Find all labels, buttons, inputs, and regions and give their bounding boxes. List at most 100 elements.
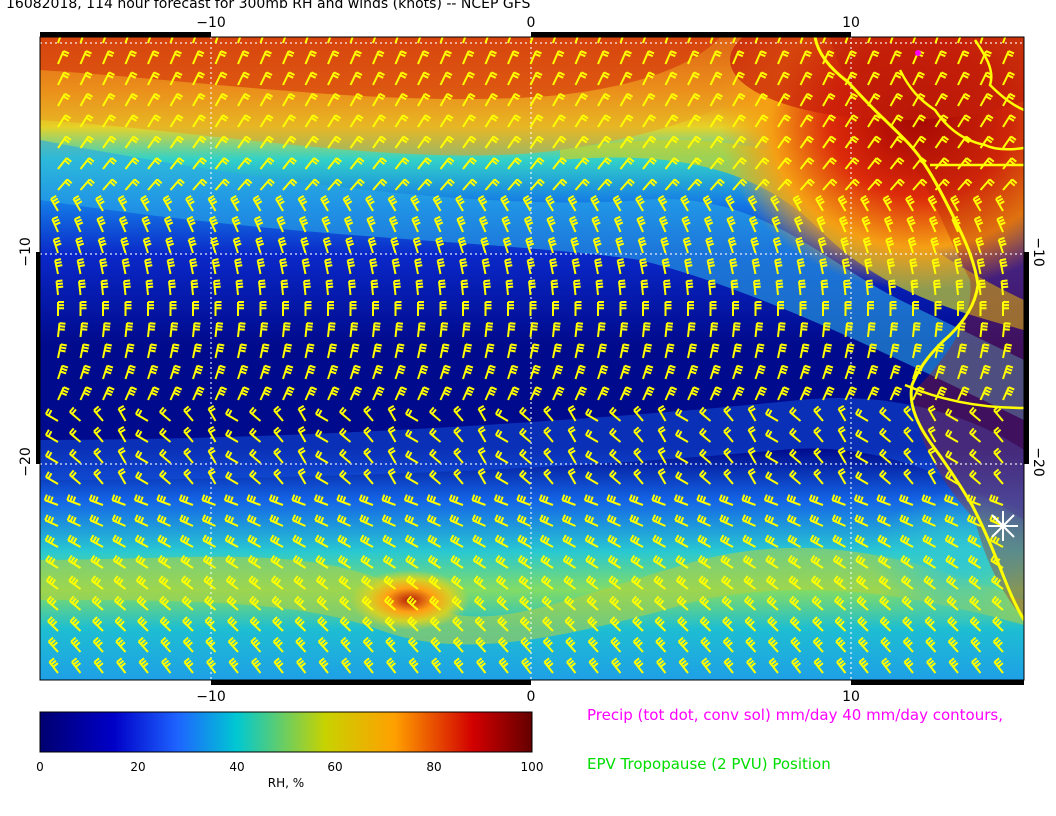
wind-barb (341, 657, 352, 674)
wind-barb (327, 37, 332, 44)
wind-barb (765, 471, 779, 485)
wind-barb (950, 195, 960, 212)
wind-barb (888, 279, 896, 296)
wind-barb (227, 636, 239, 653)
wind-barb (732, 135, 747, 149)
wind-barb (924, 595, 937, 611)
wind-barb (539, 534, 554, 548)
wind-barb (723, 657, 734, 674)
wind-barb (867, 71, 880, 86)
wind-barb (349, 157, 365, 170)
wind-barb (394, 343, 405, 359)
wind-barb (706, 258, 715, 275)
wind-barb (843, 279, 851, 296)
wind-barb (182, 616, 194, 632)
wind-barb (664, 37, 669, 44)
wind-barb (406, 595, 419, 611)
wind-barb (722, 636, 734, 653)
wind-barb (147, 322, 156, 338)
wind-barb (656, 657, 667, 674)
wind-barb (597, 178, 613, 191)
wind-barb (886, 258, 895, 275)
wind-barb (522, 195, 533, 212)
wind-barb (282, 364, 294, 380)
wind-barb (639, 258, 648, 275)
wind-barb (426, 514, 441, 527)
wind-barb (795, 236, 805, 254)
wind-barb (169, 322, 179, 338)
wind-barb (147, 178, 163, 191)
wind-barb (619, 343, 630, 359)
wind-barb (529, 386, 543, 401)
wind-barb (816, 215, 826, 233)
wind-barb (969, 448, 982, 464)
wind-barb (192, 178, 208, 191)
wind-barb (415, 279, 424, 296)
wind-barb (349, 135, 364, 149)
wind-barb (180, 575, 194, 590)
wind-barb (147, 92, 161, 107)
wind-barb (282, 157, 297, 170)
wind-barb (877, 534, 891, 548)
wind-barb (495, 471, 509, 485)
wind-barb (857, 616, 869, 632)
wind-barb (945, 450, 959, 464)
wind-barb (120, 236, 130, 254)
wind-barb (147, 135, 162, 149)
wind-barb (417, 178, 433, 191)
wind-barb (529, 178, 545, 191)
wind-barb (750, 236, 760, 254)
wind-barb (619, 178, 635, 191)
wind-barb (799, 364, 811, 380)
wind-barb (93, 657, 104, 674)
wind-barb (315, 554, 329, 569)
wind-barb (387, 405, 397, 422)
wind-barb (484, 92, 498, 107)
wind-barb (157, 554, 172, 569)
wind-barb (304, 178, 320, 191)
wind-barb (214, 92, 228, 107)
wind-barb (161, 657, 172, 674)
wind-barb (453, 447, 464, 464)
wind-barb (609, 427, 622, 443)
wind-barb (719, 514, 734, 527)
wind-barb (944, 534, 959, 548)
wind-barb (747, 426, 757, 443)
wind-barb (552, 343, 562, 359)
wind-barb (642, 322, 651, 338)
wind-barb (857, 636, 869, 653)
wind-barb (815, 195, 825, 212)
precip-dot (915, 50, 921, 56)
wind-barb (484, 343, 495, 359)
wind-barb (597, 114, 612, 128)
wind-barb (837, 468, 847, 485)
wind-barb (799, 50, 812, 65)
wind-barb (211, 258, 220, 275)
wind-barb (813, 468, 824, 485)
wind-barb (382, 534, 396, 548)
wind-barb (747, 195, 758, 212)
wind-barb (912, 178, 928, 191)
wind-barb (789, 406, 802, 422)
wind-barb (405, 450, 419, 464)
wind-barb (844, 386, 858, 401)
wind-barb (540, 554, 554, 569)
wind-barb (192, 386, 205, 401)
wind-barb (789, 616, 802, 632)
wind-barb (822, 301, 829, 316)
wind-barb (741, 494, 756, 506)
wind-barb (79, 322, 89, 338)
wind-barb (574, 135, 589, 149)
wind-barb (259, 178, 275, 191)
wind-barb (144, 258, 153, 275)
wind-barb (272, 616, 284, 632)
wind-barb (838, 215, 849, 233)
wind-barb (900, 575, 914, 590)
wind-barb (836, 657, 847, 674)
wind-barb (552, 178, 568, 191)
wind-barb (934, 37, 939, 44)
wind-barb (819, 258, 828, 275)
wind-barb (675, 408, 689, 422)
wind-barb (881, 657, 892, 674)
wind-barb (545, 195, 555, 212)
